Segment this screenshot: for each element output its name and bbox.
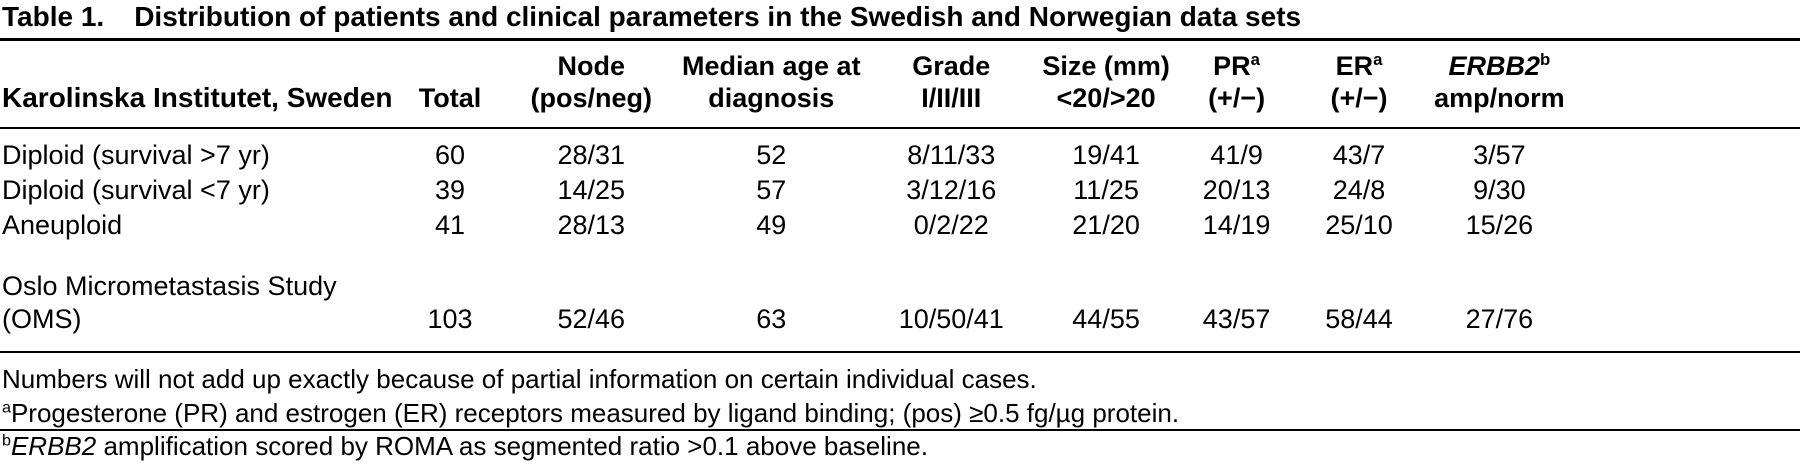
table-cell-spacer xyxy=(1580,208,1800,243)
table-number: Table 1. xyxy=(2,1,105,32)
table-cell: 10/50/41 xyxy=(898,304,1004,335)
table-header: Karolinska Institutet, Sweden Total Node… xyxy=(0,40,1800,129)
table-cell: 28/13 xyxy=(557,210,626,241)
table-cell: 49 xyxy=(756,210,787,241)
table-cell: 58/44 xyxy=(1325,304,1393,335)
table-cell-spacer xyxy=(1580,173,1800,208)
table-cell: 44/55 xyxy=(1072,304,1140,335)
row-label: Aneuploid xyxy=(2,210,123,241)
table-bottom-rule xyxy=(0,350,1800,353)
table-row-diploid-lt7: Diploid (survival <7 yr) 39 14/25 57 3/1… xyxy=(0,173,1800,208)
table-cell: 43/57 xyxy=(1202,304,1271,335)
table-row-diploid-gt7: Diploid (survival >7 yr) 60 28/31 52 8/1… xyxy=(0,128,1800,173)
table-cell: 19/41 xyxy=(1072,139,1140,170)
row-label: Diploid (survival >7 yr) xyxy=(2,139,270,170)
table-cell: 103 xyxy=(427,304,473,335)
column-header-spacer xyxy=(1580,40,1800,129)
table-cell: 52 xyxy=(756,139,787,170)
table-cell-spacer xyxy=(1580,128,1800,173)
footnote-b: bERBB2 amplification scored by ROMA as s… xyxy=(2,431,928,462)
table-cell: 41/9 xyxy=(1210,139,1263,170)
table-cell: 41 xyxy=(434,210,466,241)
column-header-pr: PRa (+/−) xyxy=(1173,40,1300,129)
column-header-grade: Grade I/II/III xyxy=(863,40,1039,129)
clinical-parameters-table: Karolinska Institutet, Sweden Total Node… xyxy=(0,40,1800,351)
title-rule xyxy=(0,37,1800,41)
column-header-median-age: Median age at diagnosis xyxy=(678,40,864,129)
table-cell: 60 xyxy=(434,139,466,170)
table-cell: 63 xyxy=(756,304,787,335)
table-cell: 24/8 xyxy=(1332,174,1386,205)
header-row: Karolinska Institutet, Sweden Total Node… xyxy=(0,40,1800,129)
column-header-er: ERa (+/−) xyxy=(1299,40,1419,129)
table-cell: 20/13 xyxy=(1202,174,1271,205)
column-header-erbb2: ERBB2b amp/norm xyxy=(1418,40,1581,129)
footnote-a: aProgesterone (PR) and estrogen (ER) rec… xyxy=(2,397,1180,428)
table-cell: 39 xyxy=(434,174,466,205)
footnotes: Numbers will not add up exactly because … xyxy=(0,353,1800,464)
table-body: Diploid (survival >7 yr) 60 28/31 52 8/1… xyxy=(0,128,1800,351)
table-caption: Distribution of patients and clinical pa… xyxy=(134,1,1302,32)
table-row-aneuploid: Aneuploid 41 28/13 49 0/2/22 21/20 14/19… xyxy=(0,208,1800,243)
footnote-general: Numbers will not add up exactly because … xyxy=(2,363,1037,394)
column-header-node: Node (pos/neg) xyxy=(504,40,679,129)
table-title: Table 1. Distribution of patients and cli… xyxy=(0,0,1800,38)
table-cell: 43/7 xyxy=(1332,139,1386,170)
table-cell: 14/25 xyxy=(557,174,626,205)
table-cell-spacer xyxy=(1580,244,1800,351)
table-cell: 11/25 xyxy=(1073,174,1139,205)
table-cell: 27/76 xyxy=(1465,304,1534,335)
table-cell: 15/26 xyxy=(1465,210,1534,241)
table-cell: 3/12/16 xyxy=(906,174,997,205)
table-cell: 3/57 xyxy=(1473,139,1526,170)
table-cell: 0/2/22 xyxy=(913,210,989,241)
row-label: Oslo Micrometastasis Study (OMS) xyxy=(2,270,337,335)
table-cell: 52/46 xyxy=(557,304,626,335)
column-header-total: Total xyxy=(396,40,504,129)
row-label: Diploid (survival <7 yr) xyxy=(2,174,270,205)
table-cell: 21/20 xyxy=(1072,210,1140,241)
table-row-oms: Oslo Micrometastasis Study (OMS) 103 52/… xyxy=(0,244,1800,351)
table-cell: 9/30 xyxy=(1473,174,1526,205)
table-cell: 28/31 xyxy=(557,139,626,170)
table-cell: 14/19 xyxy=(1202,210,1271,241)
table-cell: 8/11/33 xyxy=(907,139,996,170)
column-header-institute: Karolinska Institutet, Sweden xyxy=(0,40,396,129)
table-cell: 57 xyxy=(756,174,787,205)
page-bottom-rule xyxy=(0,429,1800,431)
table-cell: 25/10 xyxy=(1325,210,1393,241)
column-header-size: Size (mm) <20/>20 xyxy=(1038,40,1174,129)
